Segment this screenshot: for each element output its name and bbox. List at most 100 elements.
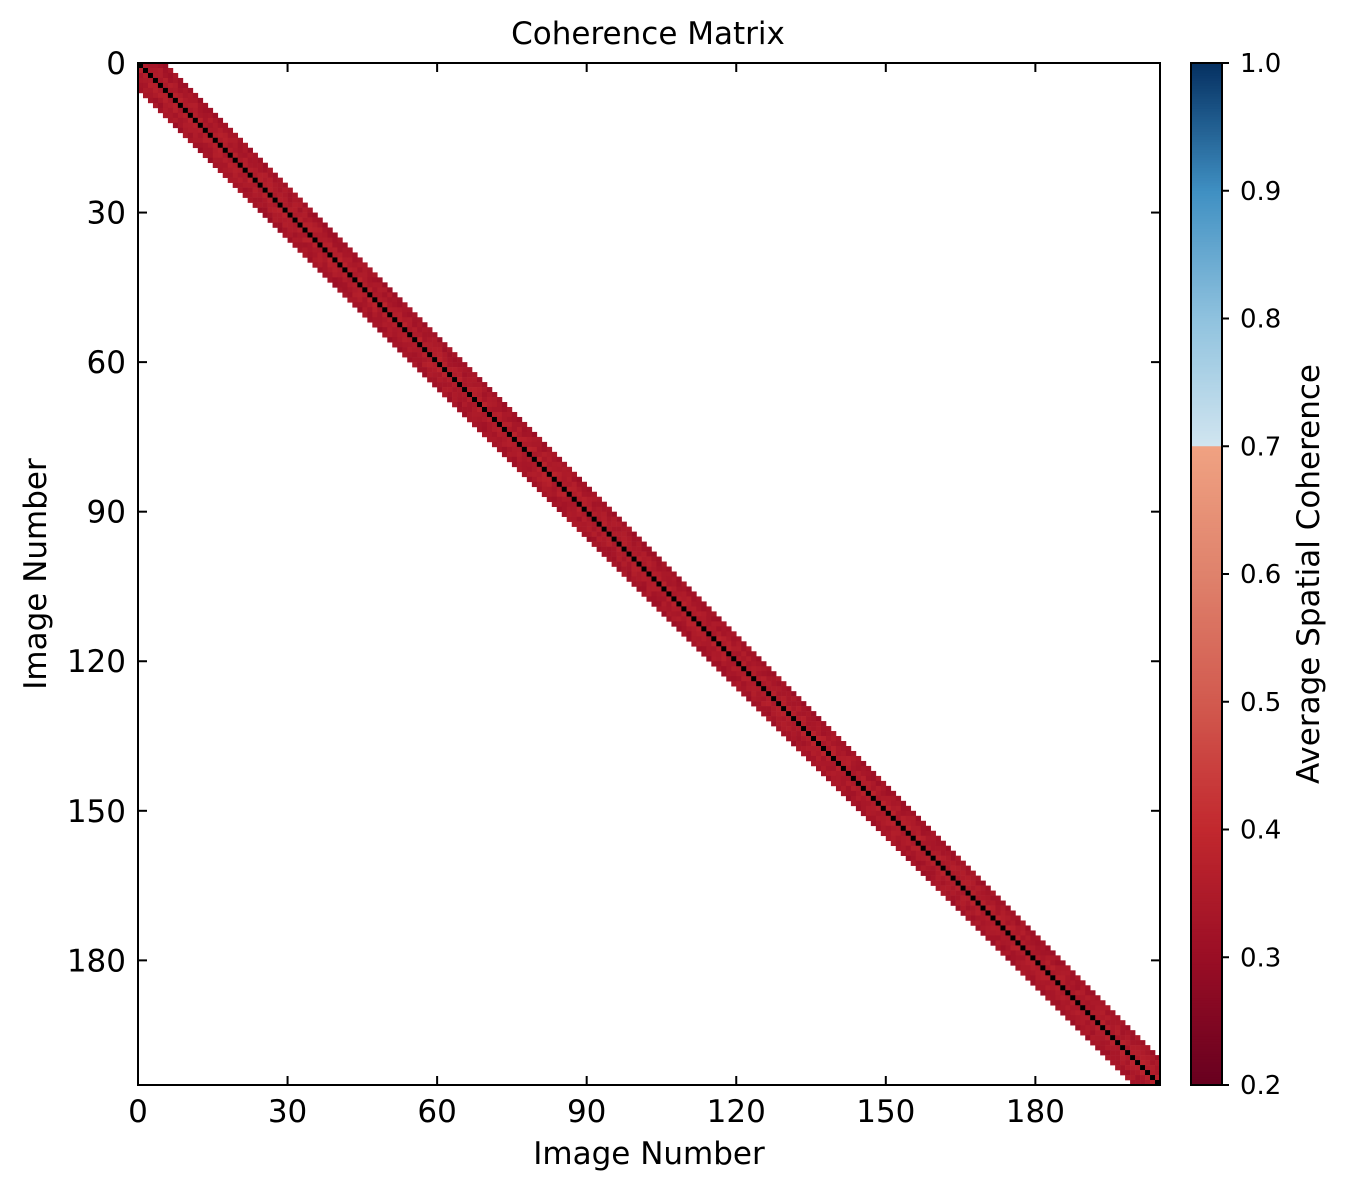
heatmap-cell (232, 142, 239, 149)
heatmap-cell (157, 107, 164, 114)
colorbar-band (1191, 926, 1222, 930)
heatmap-cell (462, 382, 468, 388)
colorbar-band (1191, 489, 1222, 493)
heatmap-cell (771, 681, 777, 687)
heatmap-cell (965, 915, 971, 921)
heatmap-cell (272, 207, 278, 213)
heatmap-cell (890, 815, 897, 822)
heatmap-cell (781, 686, 787, 692)
heatmap-cell (776, 711, 782, 717)
heatmap-cell (860, 765, 867, 772)
heatmap-cell (935, 835, 941, 842)
heatmap-cell (816, 716, 822, 722)
heatmap-cell (816, 760, 822, 767)
colorbar-band (1191, 91, 1222, 95)
heatmap-cell (511, 446, 518, 453)
heatmap-cell (850, 750, 857, 757)
heatmap-cell (910, 835, 917, 842)
heatmap-cell (177, 77, 184, 84)
colorbar-band (1191, 801, 1222, 805)
heatmap-cell (1090, 1030, 1096, 1036)
heatmap-cell (980, 920, 986, 926)
colorbar-band (1191, 768, 1222, 772)
heatmap-cell (407, 322, 413, 328)
heatmap-cell (561, 476, 568, 483)
heatmap-cell (786, 691, 792, 697)
heatmap-cell (621, 541, 627, 547)
colorbar-band (1191, 254, 1222, 258)
heatmap-cell (277, 227, 283, 233)
heatmap-cell (138, 82, 144, 89)
heatmap-cell (536, 436, 543, 443)
heatmap-cell (272, 197, 278, 203)
heatmap-cell (825, 726, 832, 732)
heatmap-cell (566, 501, 573, 507)
heatmap-cell (1060, 1010, 1066, 1016)
heatmap-cell (267, 192, 273, 198)
heatmap-cell (591, 516, 597, 522)
colorbar-band (1191, 464, 1222, 468)
heatmap-cell (1075, 1015, 1081, 1021)
heatmap-cell (641, 571, 647, 577)
heatmap-cell (447, 392, 453, 398)
heatmap-cell (626, 541, 632, 547)
heatmap-cell (202, 147, 209, 154)
heatmap-cell (402, 337, 408, 343)
heatmap-cell (536, 481, 543, 488)
colorbar-tick-label: 0.9 (1240, 177, 1281, 207)
heatmap-cell (437, 347, 443, 353)
heatmap-cell (307, 237, 313, 243)
heatmap-cell (821, 750, 827, 757)
heatmap-cell (1040, 965, 1046, 971)
heatmap-cell (1025, 925, 1031, 931)
heatmap-cell (791, 741, 797, 747)
heatmap-cell (501, 411, 508, 418)
heatmap-cell (297, 242, 303, 248)
heatmap-cell (1090, 990, 1096, 996)
heatmap-cell (561, 511, 568, 517)
heatmap-cell (227, 167, 234, 173)
heatmap-cell (830, 736, 837, 742)
heatmap-cell (1150, 1055, 1156, 1061)
x-tick-label: 60 (417, 1094, 456, 1130)
heatmap-cell (1125, 1045, 1131, 1051)
heatmap-cell (870, 785, 877, 792)
heatmap-cell (467, 402, 473, 408)
colorbar-band (1191, 816, 1222, 820)
heatmap-cell (337, 267, 343, 273)
heatmap-cell (596, 496, 602, 503)
heatmap-cell (207, 152, 214, 159)
heatmap-cell (651, 601, 657, 607)
heatmap-cell (716, 621, 722, 627)
heatmap-cell (536, 441, 543, 448)
heatmap-cell (447, 367, 453, 373)
colorbar-band (1191, 1039, 1222, 1043)
colorbar-band (1191, 1051, 1222, 1055)
colorbar-band (1191, 913, 1222, 917)
colorbar-band (1191, 975, 1222, 979)
heatmap-cell (726, 676, 732, 682)
heatmap-cell (1100, 1035, 1106, 1041)
heatmap-cell (287, 237, 293, 243)
heatmap-cell (1040, 945, 1046, 951)
heatmap-cell (1130, 1040, 1136, 1046)
heatmap-cell (741, 676, 747, 682)
heatmap-cell (462, 402, 468, 408)
heatmap-cell (1040, 940, 1046, 946)
colorbar-band (1191, 663, 1222, 667)
heatmap-cell (202, 122, 209, 129)
colorbar-band (1191, 308, 1222, 312)
heatmap-cell (661, 606, 667, 612)
heatmap-cell (706, 656, 712, 662)
heatmap-cell (860, 795, 867, 802)
heatmap-cell (222, 162, 229, 168)
heatmap-cell (357, 292, 363, 298)
heatmap-cell (477, 397, 483, 403)
colorbar-band (1191, 591, 1222, 596)
heatmap-cell (1035, 975, 1041, 981)
heatmap-cell (761, 666, 767, 672)
heatmap-cell (202, 152, 209, 159)
colorbar-band (1191, 622, 1222, 626)
heatmap-cell (835, 755, 842, 762)
heatmap-cell (985, 925, 991, 931)
